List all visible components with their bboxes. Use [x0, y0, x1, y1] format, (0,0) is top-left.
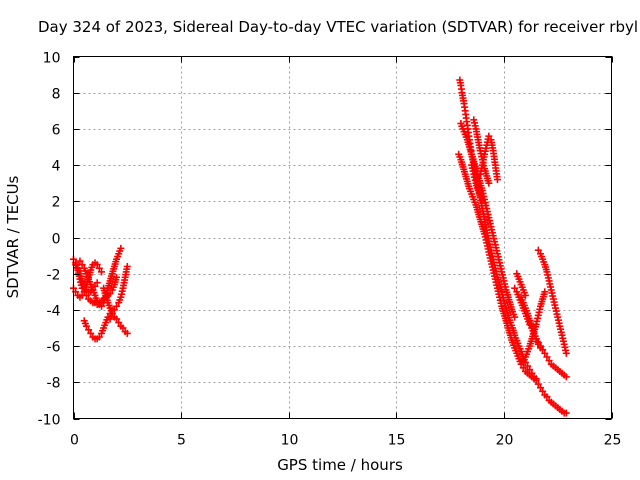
y-tick-label: -8 [47, 376, 61, 392]
data-point [89, 286, 97, 294]
data-point [113, 315, 121, 323]
data-point [524, 362, 532, 370]
data-point [76, 257, 84, 265]
data-point [562, 373, 570, 381]
data-point [519, 364, 527, 372]
data-point [517, 360, 525, 368]
y-tick-label: -4 [47, 304, 61, 320]
data-point [93, 297, 101, 305]
data-point [97, 302, 105, 310]
y-axis-label: SDTVAR / TECUs [4, 175, 22, 298]
data-point [485, 179, 493, 187]
points-layer [70, 76, 570, 417]
y-tick-label: 2 [52, 195, 61, 211]
data-point [115, 319, 123, 327]
data-point [534, 340, 542, 348]
x-tick-label: 15 [388, 433, 406, 449]
data-point [543, 393, 551, 401]
data-point [95, 333, 103, 341]
data-point [562, 349, 570, 357]
data-point [87, 329, 95, 337]
data-point [493, 176, 501, 184]
data-point [534, 246, 542, 254]
data-point [521, 291, 529, 299]
data-point [85, 326, 93, 334]
data-point [110, 306, 118, 314]
y-tick-label: -10 [38, 413, 61, 429]
data-point [82, 322, 90, 330]
y-tick-label: 6 [52, 123, 61, 139]
data-point [562, 409, 570, 417]
data-point [539, 387, 547, 395]
data-point [78, 261, 86, 269]
x-tick-label: 20 [496, 433, 514, 449]
data-point [123, 329, 131, 337]
data-point [108, 310, 116, 318]
data-point [545, 357, 553, 365]
data-point [119, 324, 127, 332]
data-point [541, 349, 549, 357]
ticks-layer: 0 5 10 15 20 25 -10 -8 -6 -4 -2 0 2 4 6 8 10 [38, 51, 622, 449]
y-tick-label: 10 [43, 51, 61, 67]
data-point [80, 282, 88, 290]
data-point [485, 132, 493, 140]
data-point [543, 353, 551, 361]
x-axis-label: GPS time / hours [277, 456, 403, 474]
data-point [534, 380, 542, 388]
data-point [97, 268, 105, 276]
y-tick-label: 8 [52, 87, 61, 103]
data-point [93, 261, 101, 269]
data-point [511, 284, 519, 292]
x-tick-label: 0 [70, 433, 79, 449]
x-tick-label: 5 [177, 433, 186, 449]
data-point [478, 195, 486, 203]
data-point [113, 273, 121, 281]
data-point [536, 384, 544, 392]
y-tick-label: -6 [47, 340, 61, 356]
data-point [123, 262, 131, 270]
data-point [511, 313, 519, 321]
data-point [532, 375, 540, 383]
grid-layer [73, 56, 612, 419]
data-point [91, 282, 99, 290]
chart-title: Day 324 of 2023, Sidereal Day-to-day VTE… [38, 18, 638, 36]
data-point [541, 288, 549, 296]
data-point [476, 192, 484, 200]
data-point [113, 302, 121, 310]
y-tick-label: 4 [52, 159, 61, 175]
data-point [117, 244, 125, 252]
data-point [536, 344, 544, 352]
y-tick-label: 0 [52, 232, 61, 248]
data-point [95, 264, 103, 272]
data-point [78, 291, 86, 299]
x-tick-label: 25 [604, 433, 622, 449]
y-tick-label: -2 [47, 268, 61, 284]
data-point [93, 279, 101, 287]
data-point [519, 357, 527, 365]
x-tick-label: 10 [281, 433, 299, 449]
plot-frame [73, 56, 612, 419]
